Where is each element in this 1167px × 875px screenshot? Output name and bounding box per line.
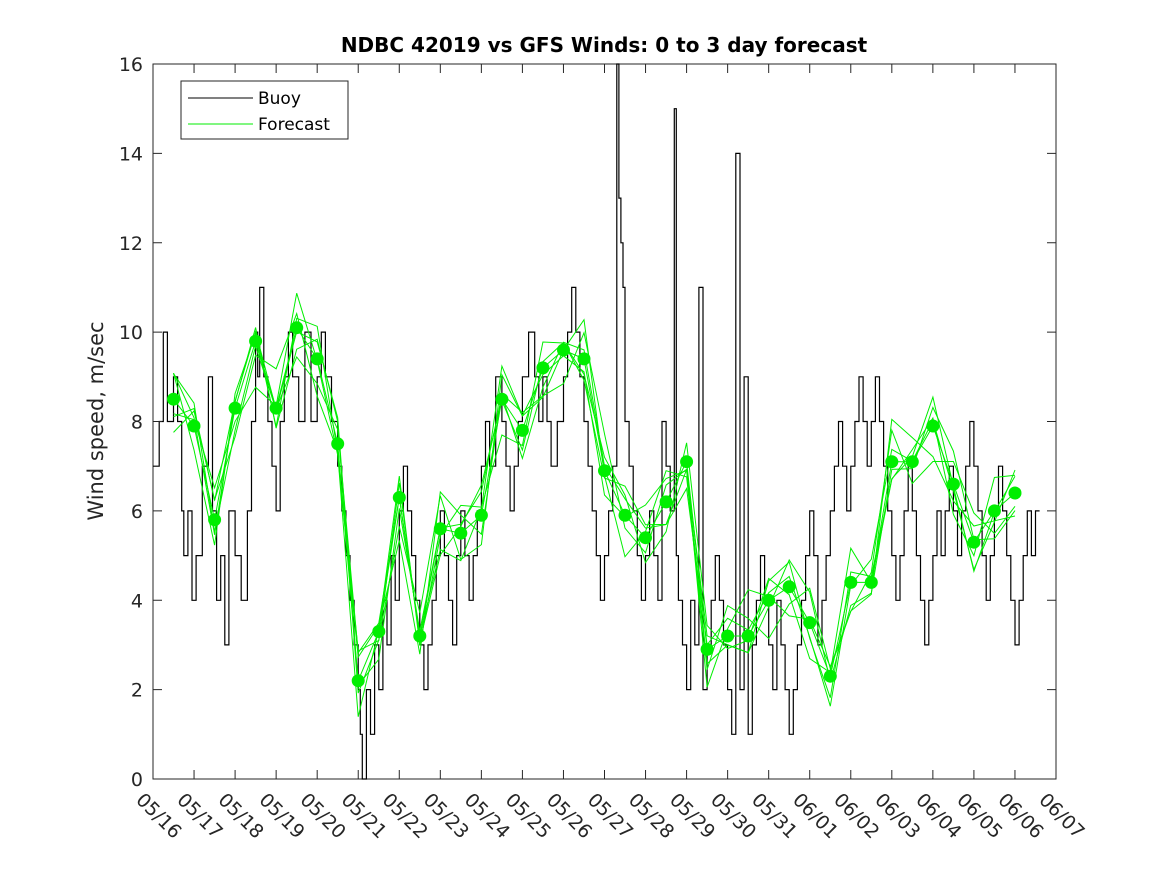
forecast-point [249, 334, 263, 348]
forecast-markers [167, 321, 1022, 688]
forecast-point [844, 575, 858, 589]
forecast-point [762, 593, 776, 607]
y-tick-label: 8 [131, 412, 143, 434]
forecast-point [331, 437, 345, 451]
forecast-line [173, 329, 1016, 682]
forecast-point [208, 513, 222, 527]
plot-area [152, 63, 1057, 780]
forecast-line [173, 293, 1016, 688]
forecast-point [639, 531, 652, 545]
forecast-point [290, 321, 304, 335]
forecast-point [680, 455, 694, 469]
forecast-point [987, 504, 1001, 518]
y-tick-label: 12 [119, 233, 143, 255]
forecast-point [187, 419, 201, 433]
axis-ticks [152, 63, 1057, 780]
forecast-point [618, 508, 632, 522]
forecast-point [351, 674, 365, 688]
forecast-point [577, 352, 591, 366]
forecast-point [823, 669, 837, 683]
forecast-point [536, 361, 550, 375]
forecast-point [269, 401, 283, 415]
forecast-point [864, 575, 878, 589]
chart-title: NDBC 42019 vs GFS Winds: 0 to 3 day fore… [341, 33, 868, 57]
forecast-point [515, 423, 529, 437]
forecast-point [967, 535, 981, 549]
buoy-series [153, 63, 1040, 780]
legend: Buoy Forecast [180, 80, 349, 140]
forecast-point [905, 455, 919, 469]
forecast-line [173, 311, 1016, 671]
forecast-point [1008, 486, 1022, 500]
forecast-point [474, 508, 488, 522]
legend-buoy-label: Buoy [258, 89, 301, 109]
forecast-point [228, 401, 242, 415]
forecast-point [926, 419, 940, 433]
forecast-point [803, 616, 817, 630]
legend-box [180, 80, 349, 140]
y-tick-label: 16 [119, 54, 143, 76]
forecast-point [659, 495, 673, 509]
y-axis-label: Wind speed, m/sec [84, 321, 108, 520]
y-tick-labels: 0 2 4 6 8 10 12 14 16 [119, 54, 143, 791]
y-tick-label: 2 [131, 680, 143, 702]
forecast-point [454, 526, 468, 540]
forecast-point [557, 343, 570, 357]
buoy-line [153, 63, 1040, 780]
legend-forecast-label: Forecast [258, 115, 330, 135]
forecast-point [885, 455, 899, 469]
forecast-point [372, 625, 386, 638]
forecast-point [721, 629, 735, 643]
forecast-point [782, 580, 796, 594]
forecast-point [598, 464, 611, 478]
axes-box [152, 63, 1057, 780]
forecast-point [392, 491, 406, 504]
forecast-point [433, 522, 447, 536]
forecast-point [741, 629, 755, 643]
y-tick-label: 6 [131, 501, 143, 523]
forecast-point [946, 477, 960, 491]
forecast-point [167, 392, 180, 406]
y-tick-label: 4 [131, 590, 143, 612]
y-tick-label: 10 [119, 322, 143, 344]
forecast-point [310, 352, 324, 366]
forecast-line [173, 327, 1016, 698]
y-tick-label: 14 [119, 143, 143, 165]
forecast-point [700, 642, 714, 656]
y-tick-label: 0 [131, 769, 143, 791]
forecast-line [173, 330, 1016, 707]
forecast-point [413, 629, 427, 643]
forecast-point [495, 392, 509, 406]
